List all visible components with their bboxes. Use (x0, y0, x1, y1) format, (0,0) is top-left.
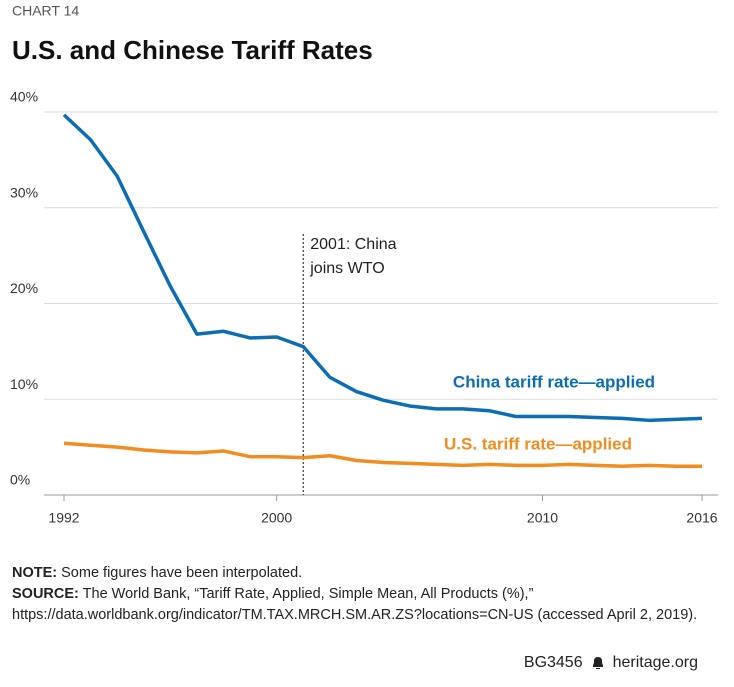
bell-icon (592, 657, 603, 669)
annotation-text: 2001: China (310, 236, 396, 253)
x-tick-label: 2016 (686, 510, 717, 526)
chart: CHART 14 U.S. and Chinese Tariff Rates 0… (10, 3, 718, 526)
y-tick-label: 20% (10, 280, 38, 296)
series-label: China tariff rate—applied (453, 372, 655, 391)
note: NOTE: Some figures have been interpolate… (12, 563, 712, 584)
y-tick-label: 0% (10, 472, 30, 488)
x-tick-label: 1992 (48, 510, 79, 526)
note-text: Some figures have been interpolated. (61, 565, 303, 581)
source: SOURCE: The World Bank, “Tariff Rate, Ap… (12, 584, 712, 626)
site: heritage.org (612, 654, 698, 671)
y-tick-label: 30% (10, 184, 38, 200)
report-id: BG3456 (523, 654, 583, 671)
chart-title: U.S. and Chinese Tariff Rates (12, 35, 373, 65)
annotation-text: joins WTO (309, 260, 384, 277)
chart-label: CHART 14 (12, 3, 79, 19)
x-tick-label: 2010 (527, 510, 558, 526)
note-label: NOTE: (12, 565, 58, 581)
source-text: The World Bank, “Tariff Rate, Applied, S… (12, 586, 698, 623)
y-tick-label: 40% (10, 89, 38, 105)
series-label: U.S. tariff rate—applied (444, 434, 632, 453)
footer: BG3456 heritage.org (524, 654, 698, 672)
x-tick-label: 2000 (261, 510, 292, 526)
series-line (63, 441, 702, 469)
y-tick-label: 10% (10, 376, 38, 392)
series-line (62, 113, 703, 423)
source-label: SOURCE: (12, 586, 79, 602)
